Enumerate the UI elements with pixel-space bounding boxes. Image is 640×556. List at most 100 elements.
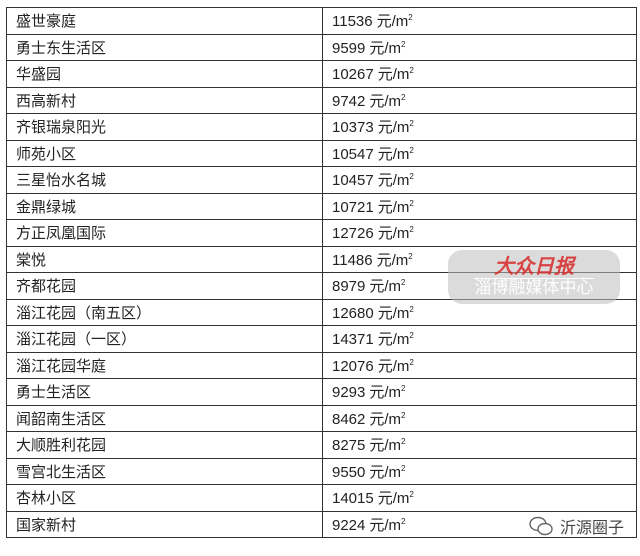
table-row: 雪宫北生活区 9550 元/m2 [6,457,637,485]
unit-superscript: 2 [409,172,414,182]
community-name: 勇士东生活区 [16,38,107,57]
price-cell: 9224 元/m2 [322,510,637,538]
price-cell: 11536 元/m2 [322,7,637,35]
name-cell: 华盛园 [6,60,323,88]
community-name: 国家新村 [16,515,77,534]
name-cell: 国家新村 [6,510,323,538]
table-row: 大顺胜利花园 8275 元/m2 [6,431,637,459]
name-cell: 淄江花园（南五区） [6,298,323,326]
price-value: 12680 [332,304,374,322]
unit-superscript: 2 [401,384,406,394]
price-unit: 元/m [369,39,402,57]
price-unit: 元/m [377,225,410,243]
community-name: 西高新村 [16,91,77,110]
community-name: 闻韶南生活区 [16,409,107,428]
table-row: 杏林小区 14015 元/m2 [6,484,637,512]
name-cell: 勇士生活区 [6,378,323,406]
price-unit: 元/m [376,13,409,31]
community-name: 师苑小区 [16,144,77,163]
table-row: 师苑小区 10547 元/m2 [6,139,637,167]
price-cell: 9293 元/m2 [322,378,637,406]
table-row: 勇士生活区 9293 元/m2 [6,378,637,406]
wechat-icon [528,515,554,537]
price-value: 8979 [332,278,366,296]
table-row: 淄江花园（一区） 14371 元/m2 [6,325,637,353]
community-name: 淄江花园（南五区） [16,303,152,322]
price-value: 12726 [332,225,374,243]
price-unit: 元/m [377,304,410,322]
price-value: 8462 [332,410,366,428]
price-cell: 10547 元/m2 [322,139,637,167]
name-cell: 师苑小区 [6,139,323,167]
price-unit: 元/m [376,251,409,269]
unit-superscript: 2 [408,13,413,23]
price-cell: 12076 元/m2 [322,351,637,379]
name-cell: 棠悦 [6,245,323,273]
table-row: 华盛园 10267 元/m2 [6,60,637,88]
price-cell: 14371 元/m2 [322,325,637,353]
price-value: 9550 [332,463,366,481]
table-row: 方正凤凰国际 12726 元/m2 [6,219,637,247]
community-name: 方正凤凰国际 [16,224,107,243]
price-value: 11486 [332,251,373,269]
price-unit: 元/m [377,490,410,508]
price-unit: 元/m [369,516,402,534]
community-name: 盛世豪庭 [16,12,77,31]
price-unit: 元/m [369,278,402,296]
name-cell: 方正凤凰国际 [6,219,323,247]
community-name: 杏林小区 [16,489,77,508]
unit-superscript: 2 [409,304,414,314]
unit-superscript: 2 [401,410,406,420]
name-cell: 大顺胜利花园 [6,431,323,459]
name-cell: 三星怡水名城 [6,166,323,194]
name-cell: 勇士东生活区 [6,33,323,61]
price-cell: 8462 元/m2 [322,404,637,432]
price-value: 11536 [332,13,373,31]
wechat-badge: 沂源圈子 [528,514,624,538]
unit-superscript: 2 [408,251,413,261]
unit-superscript: 2 [409,66,414,76]
watermark: 大众日报 淄博融媒体中心 [448,250,620,304]
price-unit: 元/m [369,437,402,455]
unit-superscript: 2 [409,198,414,208]
price-unit: 元/m [369,92,402,110]
name-cell: 闻韶南生活区 [6,404,323,432]
unit-superscript: 2 [409,357,414,367]
community-name: 淄江花园（一区） [16,330,137,349]
price-value: 10721 [332,198,374,216]
community-name: 华盛园 [16,65,62,84]
name-cell: 盛世豪庭 [6,7,323,35]
community-name: 雪宫北生活区 [16,462,107,481]
watermark-org: 淄博融媒体中心 [474,278,594,299]
price-unit: 元/m [377,357,410,375]
community-name: 齐银瑞泉阳光 [16,118,107,137]
wechat-account: 沂源圈子 [560,518,625,537]
table-row: 三星怡水名城 10457 元/m2 [6,166,637,194]
name-cell: 杏林小区 [6,484,323,512]
price-cell: 12726 元/m2 [322,219,637,247]
community-name: 金鼎绿城 [16,197,77,216]
name-cell: 淄江花园（一区） [6,325,323,353]
watermark-logo: 大众日报 [494,254,574,279]
name-cell: 齐银瑞泉阳光 [6,113,323,141]
unit-superscript: 2 [401,516,406,526]
table-row: 勇士东生活区 9599 元/m2 [6,33,637,61]
unit-superscript: 2 [401,437,406,447]
name-cell: 金鼎绿城 [6,192,323,220]
price-value: 9742 [332,92,366,110]
table-row: 闻韶南生活区 8462 元/m2 [6,404,637,432]
community-name: 三星怡水名城 [16,171,107,190]
unit-superscript: 2 [401,463,406,473]
price-value: 10373 [332,119,374,137]
unit-superscript: 2 [401,278,406,288]
price-value: 10547 [332,145,374,163]
price-value: 12076 [332,357,374,375]
price-cell: 9742 元/m2 [322,86,637,114]
price-cell: 10373 元/m2 [322,113,637,141]
price-unit: 元/m [377,331,410,349]
price-value: 10267 [332,66,374,84]
price-cell: 10721 元/m2 [322,192,637,220]
price-value: 9293 [332,384,366,402]
price-unit: 元/m [377,198,410,216]
community-name: 棠悦 [16,250,47,269]
